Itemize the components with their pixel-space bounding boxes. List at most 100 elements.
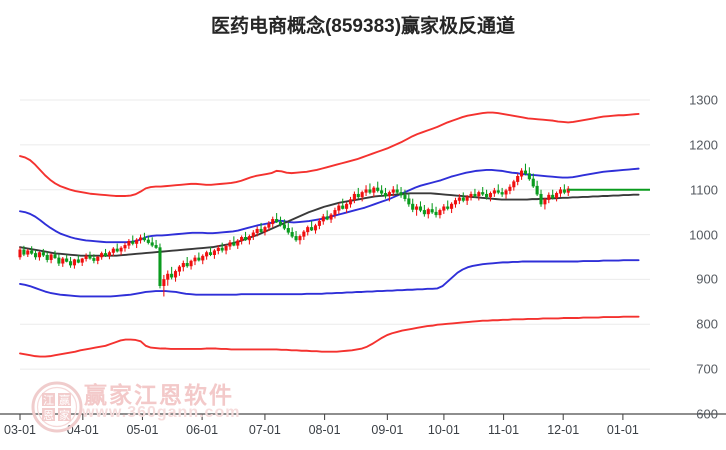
- candle-body: [333, 210, 337, 216]
- candle-body: [88, 255, 92, 259]
- candle-body: [131, 241, 135, 244]
- candle-body: [123, 245, 127, 249]
- candle-body: [236, 240, 240, 246]
- candle-body: [313, 225, 318, 231]
- y-axis-tick-label: 700: [696, 361, 718, 377]
- y-axis-tick-label: 1300: [689, 92, 718, 108]
- candle-body: [173, 271, 178, 278]
- candle-body: [496, 190, 500, 193]
- candle-body: [325, 216, 329, 220]
- candle-body: [442, 206, 446, 211]
- candle-body: [298, 236, 302, 241]
- candle-body: [395, 189, 399, 193]
- candle-body: [232, 242, 236, 246]
- candle-body: [302, 231, 306, 237]
- candle-body: [150, 242, 154, 246]
- candle-body: [558, 189, 563, 194]
- candle-body: [438, 210, 442, 216]
- candle-body: [539, 193, 543, 205]
- candle-body: [162, 279, 166, 286]
- candle-body: [329, 214, 333, 220]
- x-axis-tick-label: 01-01: [606, 423, 639, 437]
- x-axis-tick-label: 09-01: [371, 423, 404, 437]
- candle-body: [80, 258, 84, 263]
- candle-body: [310, 227, 314, 231]
- candle-body: [251, 232, 255, 237]
- x-axis-tick-label: 03-01: [4, 423, 36, 437]
- candle-body: [477, 192, 481, 197]
- candle-body: [142, 237, 146, 241]
- candle-body: [26, 250, 30, 255]
- candle-body: [228, 242, 232, 247]
- candle-body: [240, 237, 244, 242]
- x-axis-tick-label: 11-01: [488, 423, 520, 437]
- candlestick-series: [18, 163, 570, 297]
- candle-body: [500, 192, 504, 195]
- candle-body: [547, 194, 551, 200]
- candle-body: [434, 211, 438, 216]
- candle-body: [372, 187, 376, 193]
- candle-body: [189, 260, 193, 267]
- candle-body: [407, 198, 411, 205]
- candle-body: [259, 228, 263, 233]
- candle-body: [138, 237, 143, 241]
- candle-body: [485, 193, 489, 198]
- candle-body: [520, 170, 524, 177]
- candle-body: [18, 249, 22, 258]
- candle-body: [119, 247, 123, 252]
- candle-body: [562, 189, 566, 193]
- candle-body: [107, 252, 111, 256]
- candle-body: [504, 190, 508, 195]
- candle-body: [348, 199, 353, 205]
- channel-line: [19, 192, 640, 257]
- candle-body: [453, 200, 458, 205]
- candle-body: [473, 193, 477, 197]
- channel-line: [19, 167, 640, 244]
- candle-body: [193, 257, 197, 262]
- candle-body: [212, 250, 216, 256]
- y-axis-tick-label: 1200: [689, 137, 718, 153]
- candle-body: [531, 178, 535, 187]
- y-axis-tick-label: 1000: [689, 227, 718, 243]
- candle-body: [224, 245, 228, 251]
- y-axis-tick-label: 1100: [690, 182, 718, 198]
- candle-body: [263, 227, 267, 233]
- candle-body: [341, 205, 345, 209]
- candle-body: [115, 248, 119, 252]
- candle-body: [411, 203, 415, 210]
- candle-body: [543, 199, 547, 205]
- candle-body: [34, 253, 38, 258]
- candle-body: [282, 224, 286, 229]
- candle-body: [551, 194, 555, 199]
- candle-body: [208, 252, 213, 255]
- candle-body: [96, 256, 100, 261]
- candle-body: [321, 216, 325, 222]
- candle-body: [100, 253, 104, 258]
- channel-line: [19, 111, 640, 197]
- x-axis-tick-label: 06-01: [186, 423, 219, 437]
- candle-body: [415, 206, 419, 210]
- candle-body: [57, 257, 61, 264]
- candle-body: [65, 258, 69, 262]
- candle-body: [146, 239, 150, 243]
- candle-body: [45, 254, 49, 260]
- candle-body: [290, 232, 294, 237]
- candle-body: [49, 254, 53, 260]
- candle-body: [317, 220, 321, 226]
- candle-body: [430, 209, 434, 213]
- x-axis-tick-label: 12-01: [547, 423, 580, 437]
- candle-body: [247, 236, 251, 241]
- candle-body: [275, 219, 279, 223]
- candle-body: [457, 197, 461, 201]
- candle-body: [267, 223, 271, 228]
- candle-body: [446, 206, 450, 209]
- candle-body: [376, 187, 380, 191]
- candle-body: [306, 227, 310, 233]
- candle-body: [391, 189, 395, 193]
- channel-band-lines: [19, 111, 640, 358]
- candle-body: [76, 259, 80, 263]
- candle-body: [177, 266, 181, 272]
- x-axis-tick-label: 10-01: [427, 423, 460, 437]
